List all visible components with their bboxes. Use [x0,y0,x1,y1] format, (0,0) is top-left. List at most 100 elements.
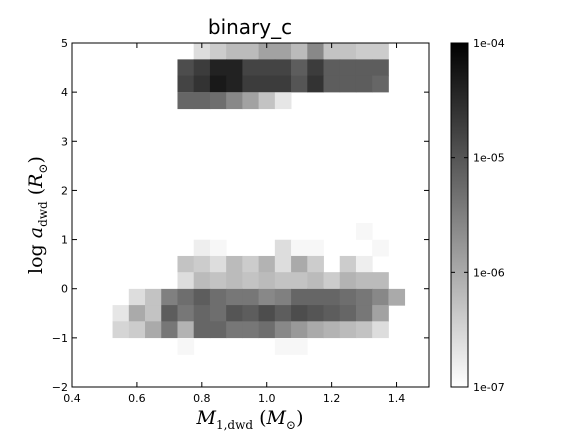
heatmap-cell [339,321,357,339]
heatmap-cell [112,305,130,322]
heatmap-cell [323,43,341,60]
heatmap-cell [177,272,195,289]
x-tick-label: 0.6 [128,392,146,405]
heatmap-cell [128,321,146,339]
heatmap-cell [339,255,357,273]
heatmap-cell [323,272,341,289]
heatmap-cell [355,288,373,306]
heatmap-cell [323,305,341,322]
y-tick-label: 3 [61,135,68,148]
heatmap-cell [339,272,357,289]
heatmap-cell [258,43,276,60]
heatmap-cell [339,43,357,60]
heatmap-cell [177,255,195,273]
heatmap-cell [355,272,373,289]
heatmap-cell [291,321,308,339]
x-tick-label: 1.0 [258,392,276,405]
heatmap-cell [291,288,308,306]
heatmap-cell [226,305,243,322]
heatmap-cell [355,305,373,322]
y-axis-label: log adwd (R⊙) [25,156,50,274]
plot-frame [71,42,430,388]
colorbar-tick-label: 1e-05 [473,152,505,165]
heatmap-cell [177,305,195,322]
heatmap-cell [274,338,292,355]
heatmap-cell [242,255,260,273]
heatmap-cell [145,321,162,339]
heatmap-cell [388,288,406,306]
heatmap-cell [226,75,243,93]
heatmap-cell [339,59,357,77]
heatmap-cell [193,272,211,289]
heatmap-cell [291,272,308,289]
heatmap-cell [209,321,227,339]
heatmap-cell [307,43,324,60]
y-tick-label: 2 [61,184,68,197]
heatmap-cell [339,288,357,306]
y-tick-label: −2 [52,381,68,394]
heatmap-cell [307,272,324,289]
heatmap-cell [291,338,308,355]
heatmap-cell [209,59,227,77]
heatmap-cell [128,288,146,306]
heatmap-cell [355,321,373,339]
heatmap-cell [193,92,211,110]
heatmap-cell [307,305,324,322]
heatmap-cell [209,92,227,110]
heatmap-cell [307,239,324,257]
colorbar [450,42,469,388]
colorbar-ticks: 1e-07 1e-06 1e-05 1e-04 [451,37,505,394]
heatmap-cell [177,92,195,110]
heatmap-cell [209,239,227,257]
heatmap-cell [209,255,227,273]
heatmap-cell [372,288,389,306]
heatmap-cell [307,255,324,273]
heatmap-cell [258,59,276,77]
heatmap-cell [258,255,276,273]
heatmap-cell [291,255,308,273]
heatmap-cell [291,75,308,93]
heatmap-cell [274,305,292,322]
heatmap-cell [355,43,373,60]
heatmap-cell [226,272,243,289]
heatmap-cell [242,75,260,93]
heatmap-cell [145,305,162,322]
heatmap-cell [355,223,373,240]
heatmap-cell [242,321,260,339]
heatmap-cell [242,92,260,110]
heatmap-cell [372,43,389,60]
heatmap-cell [323,288,341,306]
heatmap-cell [258,272,276,289]
heatmap-cell [209,75,227,93]
heatmap-cell [226,321,243,339]
heatmap-cell [291,239,308,257]
heatmap-cell [258,75,276,93]
heatmap-cell [161,288,178,306]
heatmap-cell [274,92,292,110]
colorbar-tick-label: 1e-07 [473,381,505,394]
heatmap-cell [258,92,276,110]
heatmap-cell [323,75,341,93]
heatmap-cell [177,59,195,77]
heatmap-cell [242,59,260,77]
heatmap-cell [339,305,357,322]
heatmap-cell [307,321,324,339]
x-tick-label: 1.2 [323,392,341,405]
y-tick-label: 5 [61,37,68,50]
heatmap-cell [226,288,243,306]
heatmap-cell [209,305,227,322]
heatmap-cell [226,43,243,60]
heatmap-cell [291,305,308,322]
heatmap-cell [274,59,292,77]
y-tick-label: −1 [52,332,68,345]
heatmap-cell [145,288,162,306]
heatmap-cell [193,288,211,306]
heatmap-cell [258,305,276,322]
heatmap-cell [193,321,211,339]
heatmap-cell [307,59,324,77]
y-tick-label: 4 [61,86,68,99]
heatmap-cell [193,75,211,93]
heatmap-cell [307,75,324,93]
heatmap-cell [177,321,195,339]
